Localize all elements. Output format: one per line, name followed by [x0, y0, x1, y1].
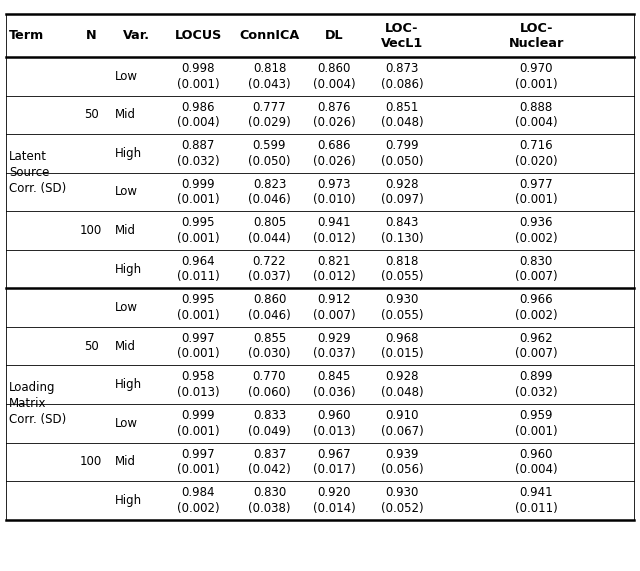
Text: 0.986
(0.004): 0.986 (0.004) [177, 100, 220, 129]
Text: LOC-
Nuclear: LOC- Nuclear [509, 22, 564, 50]
Text: Low: Low [115, 186, 138, 199]
Text: 0.939
(0.056): 0.939 (0.056) [381, 448, 423, 476]
Text: 0.928
(0.048): 0.928 (0.048) [381, 371, 423, 399]
Text: 0.960
(0.004): 0.960 (0.004) [515, 448, 557, 476]
Text: 0.887
(0.032): 0.887 (0.032) [177, 139, 220, 168]
Text: 0.928
(0.097): 0.928 (0.097) [381, 178, 423, 206]
Text: LOCUS: LOCUS [175, 29, 222, 42]
Text: 0.959
(0.001): 0.959 (0.001) [515, 409, 557, 437]
Text: 50: 50 [84, 108, 99, 122]
Text: Low: Low [115, 301, 138, 314]
Text: 0.888
(0.004): 0.888 (0.004) [515, 100, 557, 129]
Text: 0.984
(0.002): 0.984 (0.002) [177, 486, 220, 514]
Text: 0.967
(0.017): 0.967 (0.017) [313, 448, 355, 476]
Text: 0.941
(0.011): 0.941 (0.011) [515, 486, 557, 514]
Text: Latent
Source
Corr. (SD): Latent Source Corr. (SD) [9, 150, 66, 195]
Text: DL: DL [324, 29, 344, 42]
Text: 0.977
(0.001): 0.977 (0.001) [515, 178, 557, 206]
Text: 0.995
(0.001): 0.995 (0.001) [177, 293, 220, 322]
Text: 0.770
(0.060): 0.770 (0.060) [248, 371, 291, 399]
Text: 0.845
(0.036): 0.845 (0.036) [313, 371, 355, 399]
Text: 0.876
(0.026): 0.876 (0.026) [313, 100, 355, 129]
Text: 0.973
(0.010): 0.973 (0.010) [313, 178, 355, 206]
Text: Mid: Mid [115, 224, 136, 237]
Text: Var.: Var. [123, 29, 150, 42]
Text: 0.970
(0.001): 0.970 (0.001) [515, 62, 557, 91]
Text: 0.851
(0.048): 0.851 (0.048) [381, 100, 423, 129]
Text: 0.799
(0.050): 0.799 (0.050) [381, 139, 423, 168]
Text: High: High [115, 494, 141, 507]
Text: 0.830
(0.007): 0.830 (0.007) [515, 255, 557, 283]
Text: 0.823
(0.046): 0.823 (0.046) [248, 178, 291, 206]
Text: 0.936
(0.002): 0.936 (0.002) [515, 216, 557, 245]
Text: 0.833
(0.049): 0.833 (0.049) [248, 409, 291, 437]
Text: ConnICA: ConnICA [239, 29, 300, 42]
Text: Mid: Mid [115, 340, 136, 353]
Text: 0.818
(0.055): 0.818 (0.055) [381, 255, 423, 283]
Text: 0.843
(0.130): 0.843 (0.130) [381, 216, 423, 245]
Text: 0.999
(0.001): 0.999 (0.001) [177, 409, 220, 437]
Text: 0.722
(0.037): 0.722 (0.037) [248, 255, 291, 283]
Text: 0.964
(0.011): 0.964 (0.011) [177, 255, 220, 283]
Text: Mid: Mid [115, 108, 136, 122]
Text: 0.821
(0.012): 0.821 (0.012) [313, 255, 355, 283]
Text: Loading
Matrix
Corr. (SD): Loading Matrix Corr. (SD) [9, 381, 66, 427]
Text: 0.686
(0.026): 0.686 (0.026) [313, 139, 355, 168]
Text: 0.960
(0.013): 0.960 (0.013) [313, 409, 355, 437]
Text: 0.805
(0.044): 0.805 (0.044) [248, 216, 291, 245]
Text: 0.860
(0.046): 0.860 (0.046) [248, 293, 291, 322]
Text: 0.999
(0.001): 0.999 (0.001) [177, 178, 220, 206]
Text: Low: Low [115, 70, 138, 83]
Text: 0.899
(0.032): 0.899 (0.032) [515, 371, 557, 399]
Text: 0.860
(0.004): 0.860 (0.004) [313, 62, 355, 91]
Text: 0.910
(0.067): 0.910 (0.067) [381, 409, 423, 437]
Text: 0.997
(0.001): 0.997 (0.001) [177, 448, 220, 476]
Text: 0.837
(0.042): 0.837 (0.042) [248, 448, 291, 476]
Text: 0.958
(0.013): 0.958 (0.013) [177, 371, 220, 399]
Text: Term: Term [9, 29, 44, 42]
Text: N: N [86, 29, 97, 42]
Text: 0.716
(0.020): 0.716 (0.020) [515, 139, 557, 168]
Text: Mid: Mid [115, 455, 136, 468]
Text: 0.777
(0.029): 0.777 (0.029) [248, 100, 291, 129]
Text: 0.998
(0.001): 0.998 (0.001) [177, 62, 220, 91]
Text: 100: 100 [80, 455, 102, 468]
Text: LOC-
VecL1: LOC- VecL1 [381, 22, 423, 50]
Text: 50: 50 [84, 340, 99, 353]
Text: 0.997
(0.001): 0.997 (0.001) [177, 332, 220, 360]
Text: 0.855
(0.030): 0.855 (0.030) [248, 332, 291, 360]
Text: 0.873
(0.086): 0.873 (0.086) [381, 62, 423, 91]
Text: 0.930
(0.055): 0.930 (0.055) [381, 293, 423, 322]
Text: High: High [115, 378, 141, 391]
Text: High: High [115, 147, 141, 160]
Text: 0.962
(0.007): 0.962 (0.007) [515, 332, 557, 360]
Text: 0.995
(0.001): 0.995 (0.001) [177, 216, 220, 245]
Text: Low: Low [115, 417, 138, 430]
Text: 0.818
(0.043): 0.818 (0.043) [248, 62, 291, 91]
Text: 0.912
(0.007): 0.912 (0.007) [313, 293, 355, 322]
Text: 100: 100 [80, 224, 102, 237]
Text: 0.930
(0.052): 0.930 (0.052) [381, 486, 423, 514]
Text: High: High [115, 263, 141, 276]
Text: 0.966
(0.002): 0.966 (0.002) [515, 293, 557, 322]
Text: 0.968
(0.015): 0.968 (0.015) [381, 332, 423, 360]
Text: 0.920
(0.014): 0.920 (0.014) [313, 486, 355, 514]
Text: 0.929
(0.037): 0.929 (0.037) [313, 332, 355, 360]
Text: 0.830
(0.038): 0.830 (0.038) [248, 486, 291, 514]
Text: 0.599
(0.050): 0.599 (0.050) [248, 139, 291, 168]
Text: 0.941
(0.012): 0.941 (0.012) [313, 216, 355, 245]
